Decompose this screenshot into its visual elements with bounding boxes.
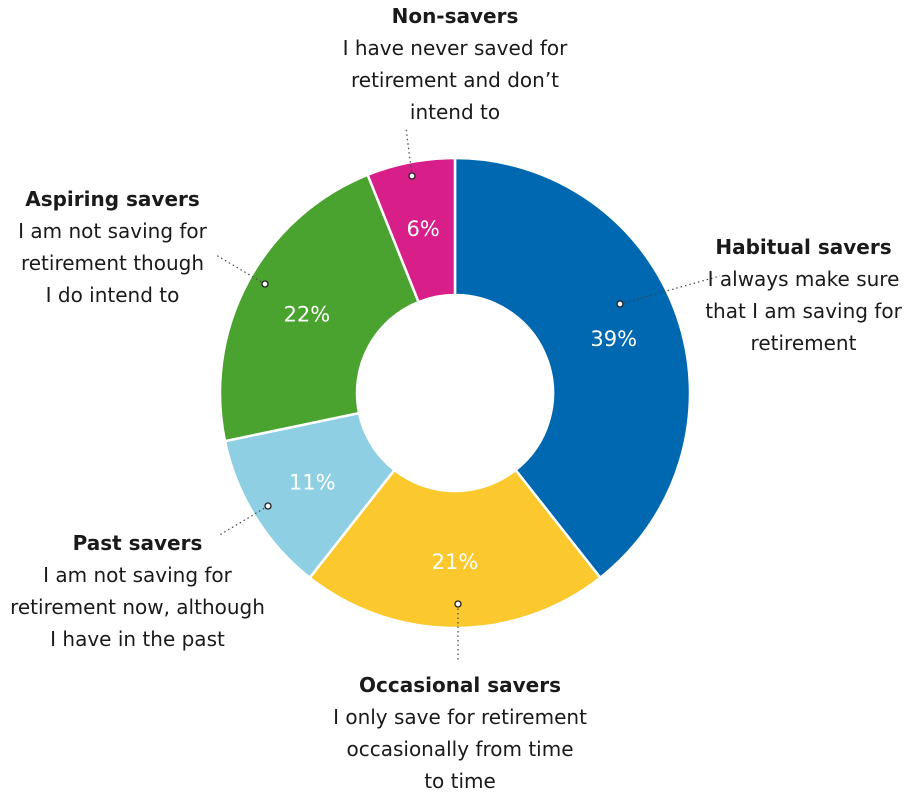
leader-line-past: [217, 505, 269, 537]
category-title: Habitual savers: [715, 235, 892, 259]
leader-dot-non: [408, 172, 416, 180]
leader-lines: [215, 127, 721, 660]
category-label-occasional-savers: Occasional savers I only save for retire…: [300, 669, 620, 797]
category-title: Aspiring savers: [25, 187, 200, 211]
category-title: Past savers: [72, 531, 203, 555]
percent-label-past: 11%: [289, 471, 336, 495]
category-label-habitual-savers: Habitual savers I always make sure that …: [690, 231, 917, 359]
category-title: Non-savers: [391, 4, 519, 28]
category-description-line: I only save for retirement: [333, 705, 587, 729]
category-description-line: I have never saved for: [342, 36, 568, 60]
slice-aspiring: [218, 173, 421, 443]
leader-line-aspiring: [215, 254, 266, 285]
percent-labels: 39% 21% 11% 22% 6%: [284, 217, 638, 574]
slices: [218, 156, 692, 630]
category-description-line: occasionally from time: [346, 737, 574, 761]
category-description-line: retirement now, although: [10, 595, 265, 619]
percent-label-non: 6%: [407, 217, 440, 241]
slice-non: [366, 156, 457, 304]
category-description-line: retirement and don’t: [350, 68, 560, 92]
leader-dot-aspiring: [261, 280, 269, 288]
category-label-past-savers: Past savers I am not saving for retireme…: [0, 527, 275, 655]
leader-line-habitual: [619, 275, 721, 305]
percent-label-aspiring: 22%: [284, 303, 331, 327]
category-description-line: I do intend to: [45, 283, 180, 307]
leader-dot-habitual: [616, 300, 624, 308]
percent-label-occasional: 21%: [432, 550, 479, 574]
percent-label-habitual: 39%: [590, 327, 637, 351]
category-description-line: I have in the past: [50, 627, 225, 651]
leader-dot-past: [264, 502, 272, 510]
category-description-line: retirement though: [20, 251, 205, 275]
leader-dot-occasional: [454, 600, 462, 608]
category-description-line: that I am saving for: [705, 299, 902, 323]
category-description-line: I always make sure: [707, 267, 900, 291]
category-title: Occasional savers: [358, 673, 562, 697]
category-description-line: to time: [424, 769, 496, 793]
category-description-line: I am not saving for: [43, 563, 232, 587]
category-description-line: retirement: [750, 331, 857, 355]
category-description-line: I am not saving for: [18, 219, 207, 243]
category-label-aspiring-savers: Aspiring savers I am not saving for reti…: [0, 183, 225, 311]
category-label-non-savers: Non-savers I have never saved for retire…: [270, 0, 640, 128]
slice-occasional: [307, 468, 603, 630]
category-description-line: intend to: [409, 100, 501, 124]
slice-habitual: [453, 156, 692, 580]
